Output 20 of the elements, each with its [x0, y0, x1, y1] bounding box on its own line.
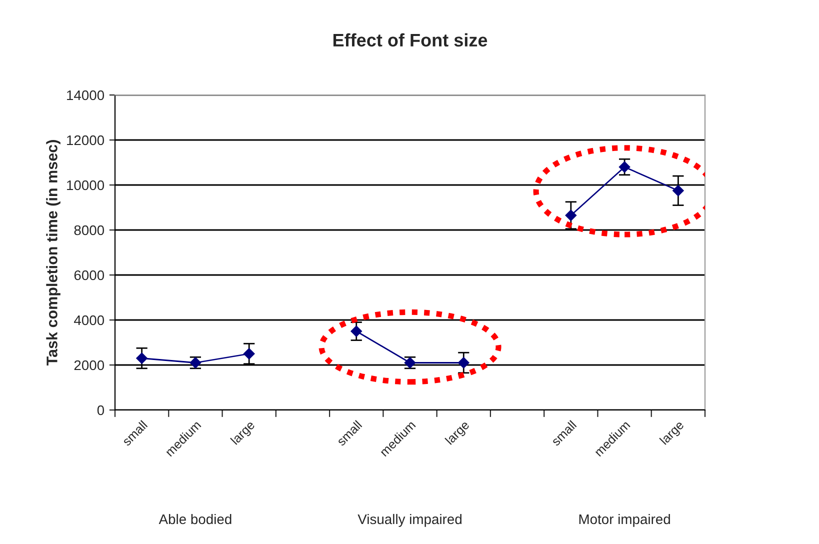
point — [565, 210, 577, 221]
y-tick-label: 12000 — [67, 135, 104, 146]
y-tick-label: 8000 — [74, 225, 104, 236]
point — [458, 357, 470, 368]
point — [136, 352, 148, 364]
y-tick-label: 14000 — [67, 90, 104, 100]
chart-title: Effect of Font size — [333, 33, 488, 47]
point — [672, 185, 684, 196]
point — [618, 161, 630, 173]
y-axis-title: Task completion time (in msec) — [46, 140, 60, 366]
y-tick-label: 6000 — [74, 270, 104, 280]
text: Visually impaired — [358, 514, 462, 527]
y-tick-label: 10000 — [67, 180, 104, 190]
text: Motor impaired — [579, 514, 670, 527]
y-tick-label: 2000 — [74, 360, 104, 370]
y-tick-label: 0 — [97, 405, 104, 416]
point — [243, 348, 255, 360]
point — [350, 326, 362, 337]
text: Able bodied — [158, 514, 232, 524]
y-tick-label: 4000 — [74, 315, 104, 326]
